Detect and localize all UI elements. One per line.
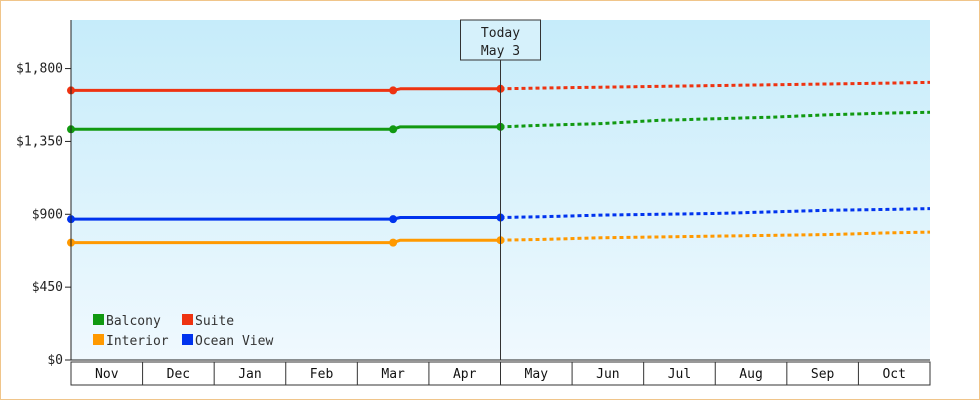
today-marker-date: May 3 <box>481 44 520 59</box>
legend-label: Interior <box>106 334 169 349</box>
series-line-actual <box>71 216 501 221</box>
x-tick-label: Oct <box>882 367 905 382</box>
legend-swatch <box>93 314 104 325</box>
today-marker-label: Today <box>481 26 520 41</box>
legend-swatch <box>182 314 193 325</box>
x-tick-label: Nov <box>95 367 119 382</box>
series-line-projected <box>500 230 931 242</box>
legend-swatch <box>182 334 193 345</box>
series-line-projected <box>500 207 931 220</box>
data-point <box>389 215 398 224</box>
x-tick-label: Jun <box>596 367 619 382</box>
x-tick-label: Jul <box>668 367 691 382</box>
data-point <box>389 238 398 247</box>
x-tick-label: Sep <box>811 367 835 382</box>
data-point <box>389 125 398 134</box>
y-tick-label: $900 <box>32 207 63 222</box>
y-tick-label: $1,800 <box>16 62 63 77</box>
x-tick-label: Feb <box>310 367 334 382</box>
legend-label: Suite <box>195 314 234 329</box>
x-tick-label: Mar <box>381 367 405 382</box>
x-tick-label: Apr <box>453 367 477 382</box>
x-tick-label: Aug <box>739 367 762 382</box>
series-line-projected <box>500 80 931 91</box>
y-tick-label: $0 <box>47 353 63 368</box>
legend-label: Ocean View <box>195 334 273 349</box>
series-line-actual <box>71 87 501 92</box>
series-line-projected <box>500 110 931 129</box>
legend-swatch <box>93 334 104 345</box>
data-point <box>389 86 398 95</box>
legend-label: Balcony <box>106 314 161 329</box>
y-tick-label: $450 <box>32 280 63 295</box>
today-marker-box <box>460 19 541 61</box>
x-tick-label: Jan <box>238 367 261 382</box>
x-tick-label: May <box>525 367 549 382</box>
x-tick-label: Dec <box>167 367 190 382</box>
y-tick-label: $1,350 <box>16 134 63 149</box>
